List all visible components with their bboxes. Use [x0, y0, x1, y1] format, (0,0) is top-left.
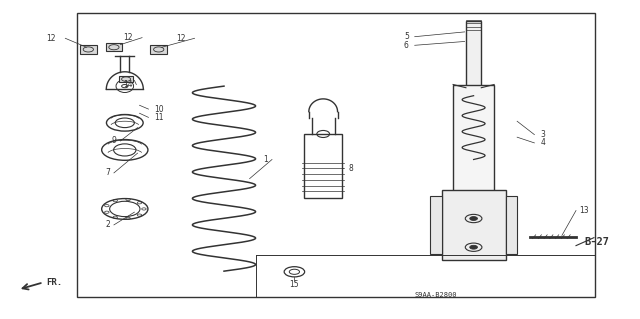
Text: 3: 3 — [540, 130, 545, 139]
Text: 15: 15 — [289, 280, 300, 289]
Text: 2: 2 — [105, 220, 110, 229]
Text: 12: 12 — [124, 33, 132, 42]
Bar — [80, 45, 97, 54]
Bar — [430, 196, 442, 254]
Circle shape — [470, 217, 477, 220]
Text: 6: 6 — [404, 41, 409, 50]
Bar — [453, 85, 494, 191]
Bar — [304, 134, 342, 198]
Text: 1: 1 — [263, 155, 268, 164]
Text: 12: 12 — [176, 34, 185, 43]
Text: 9: 9 — [111, 137, 116, 145]
Bar — [119, 76, 133, 82]
Text: 11: 11 — [154, 113, 163, 122]
Bar — [442, 190, 506, 260]
Text: 8: 8 — [348, 164, 353, 173]
Bar — [466, 21, 481, 88]
Bar — [77, 13, 595, 297]
Text: S9AA-B2800: S9AA-B2800 — [415, 292, 457, 298]
Circle shape — [470, 245, 477, 249]
Text: 7: 7 — [105, 168, 110, 177]
Text: 5: 5 — [404, 32, 409, 41]
Text: 14: 14 — [123, 80, 133, 89]
Bar — [150, 45, 167, 54]
Bar — [506, 196, 517, 254]
Text: B-27: B-27 — [584, 237, 609, 247]
Text: 10: 10 — [154, 105, 164, 114]
Text: 4: 4 — [540, 138, 545, 147]
Text: 12: 12 — [47, 34, 56, 43]
Text: 13: 13 — [579, 206, 589, 215]
Bar — [106, 43, 122, 51]
Text: FR.: FR. — [47, 278, 63, 287]
